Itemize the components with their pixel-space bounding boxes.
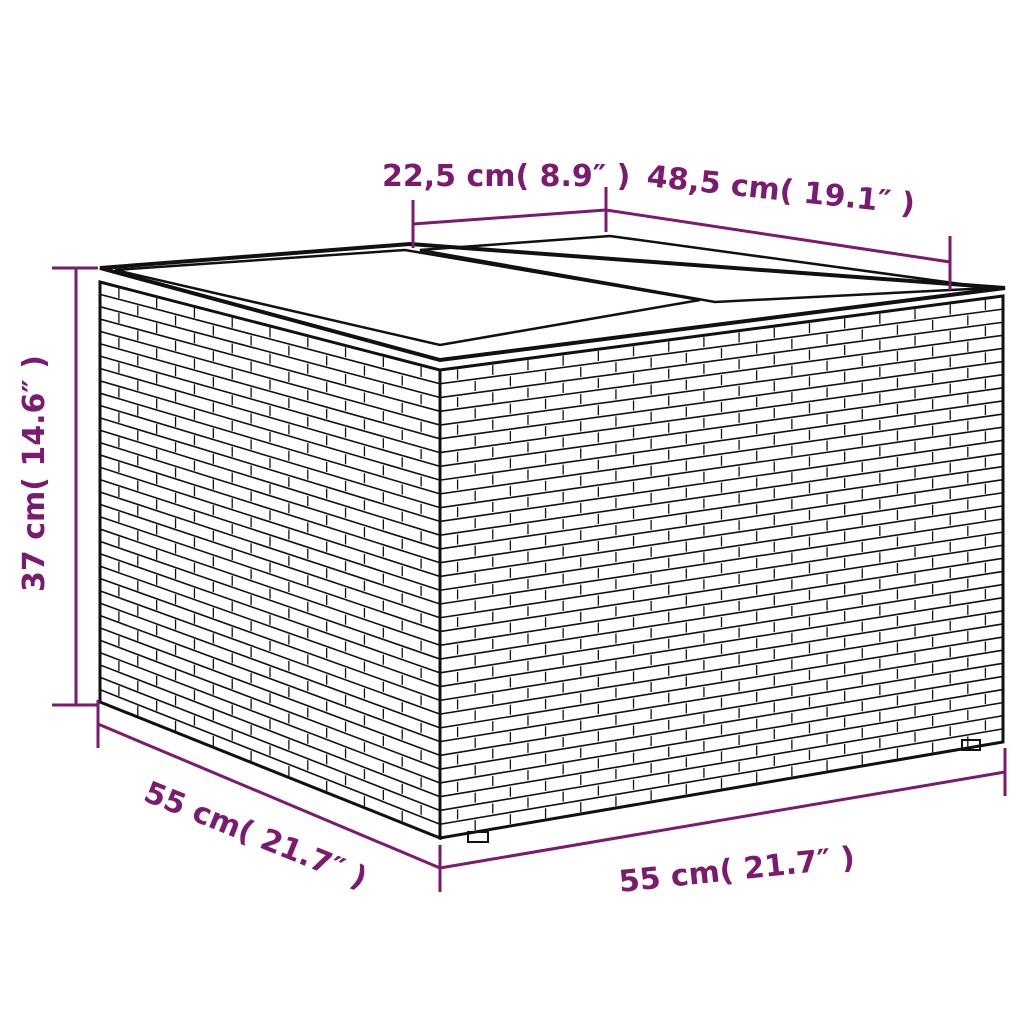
weave-strand bbox=[99, 342, 441, 440]
weave-strand bbox=[439, 426, 1004, 509]
weave-strand bbox=[439, 308, 1004, 385]
weave-strand bbox=[439, 741, 1004, 839]
weave-strand bbox=[99, 417, 441, 523]
weave-strand bbox=[99, 367, 441, 468]
weave-strand bbox=[99, 627, 441, 757]
top-width-label: 48,5 cm( 19.1″ ) bbox=[645, 159, 916, 222]
weave-strand bbox=[99, 515, 441, 633]
weave-strand bbox=[99, 590, 441, 715]
top-depth-label: 22,5 cm( 8.9″ ) bbox=[382, 159, 630, 194]
weave-strand bbox=[99, 701, 441, 839]
weave-strand bbox=[99, 355, 441, 454]
weave-strand bbox=[439, 478, 1004, 564]
weave-strand bbox=[439, 544, 1004, 633]
dimension-lines bbox=[52, 187, 1007, 892]
weave-strand bbox=[439, 387, 1004, 468]
weave-strand bbox=[439, 347, 1004, 426]
weave-strand bbox=[99, 664, 441, 798]
weave-strand bbox=[99, 491, 441, 605]
weave-strand bbox=[439, 701, 1004, 798]
weave-strand bbox=[99, 639, 441, 770]
weave-strand bbox=[99, 651, 441, 784]
weave-strand bbox=[439, 400, 1004, 481]
weave-strand bbox=[99, 404, 441, 509]
weave-strand bbox=[99, 318, 441, 413]
weave-strand bbox=[439, 596, 1004, 688]
weave-strand bbox=[439, 570, 1004, 660]
weave-strand bbox=[439, 373, 1004, 454]
weave-strand bbox=[99, 392, 441, 495]
weave-strand bbox=[99, 293, 441, 385]
width-label: 55 cm( 21.7″ ) bbox=[617, 840, 856, 900]
lid-top bbox=[99, 241, 1006, 363]
weave-strand bbox=[99, 540, 441, 660]
weave-strand bbox=[439, 413, 1004, 495]
weave-strand bbox=[99, 380, 441, 481]
weave-strand bbox=[99, 429, 441, 536]
weave-strand bbox=[439, 688, 1004, 784]
weave-strand bbox=[99, 441, 441, 550]
weave-strand bbox=[439, 662, 1004, 757]
weave-strand bbox=[439, 360, 1004, 440]
weave-strand bbox=[439, 491, 1004, 578]
weave-strand bbox=[439, 452, 1004, 536]
weave-strand bbox=[439, 583, 1004, 674]
weave-strand bbox=[439, 439, 1004, 523]
weave-strand bbox=[99, 454, 441, 564]
foot-right bbox=[961, 739, 981, 751]
lid-panel-right bbox=[419, 234, 991, 304]
weave-strand bbox=[439, 636, 1004, 729]
wicker-weave bbox=[99, 281, 1004, 839]
weave-strand bbox=[439, 465, 1004, 550]
weave-strand bbox=[439, 623, 1004, 715]
weave-strand bbox=[99, 602, 441, 729]
rattan-storage-box bbox=[98, 234, 1006, 843]
weave-strand bbox=[439, 728, 1004, 826]
weave-strand bbox=[439, 675, 1004, 770]
weave-strand bbox=[99, 565, 441, 688]
weave-strand bbox=[99, 305, 441, 399]
weave-strand bbox=[439, 505, 1004, 592]
weave-strand bbox=[439, 295, 1004, 371]
weave-strand bbox=[99, 528, 441, 647]
weave-strand bbox=[99, 688, 441, 825]
weave-strand bbox=[99, 330, 441, 426]
weave-strand bbox=[439, 649, 1004, 743]
weave-strand bbox=[99, 577, 441, 702]
weave-strand bbox=[99, 503, 441, 619]
weave-strand bbox=[439, 518, 1004, 605]
weave-strand bbox=[99, 676, 441, 812]
height-label: 37 cm( 14.6″ ) bbox=[17, 355, 52, 592]
weave-strand bbox=[99, 478, 441, 591]
weave-strand bbox=[99, 466, 441, 578]
foot-front bbox=[467, 831, 489, 843]
weave-strand bbox=[99, 614, 441, 743]
weave-strand bbox=[99, 281, 441, 371]
weave-strand bbox=[439, 714, 1004, 812]
weave-strand bbox=[439, 321, 1004, 399]
weave-strand bbox=[439, 557, 1004, 647]
weave-strand bbox=[439, 334, 1004, 413]
weave-strand bbox=[439, 531, 1004, 619]
weave-strand bbox=[99, 553, 441, 674]
weave-strand bbox=[439, 610, 1004, 702]
